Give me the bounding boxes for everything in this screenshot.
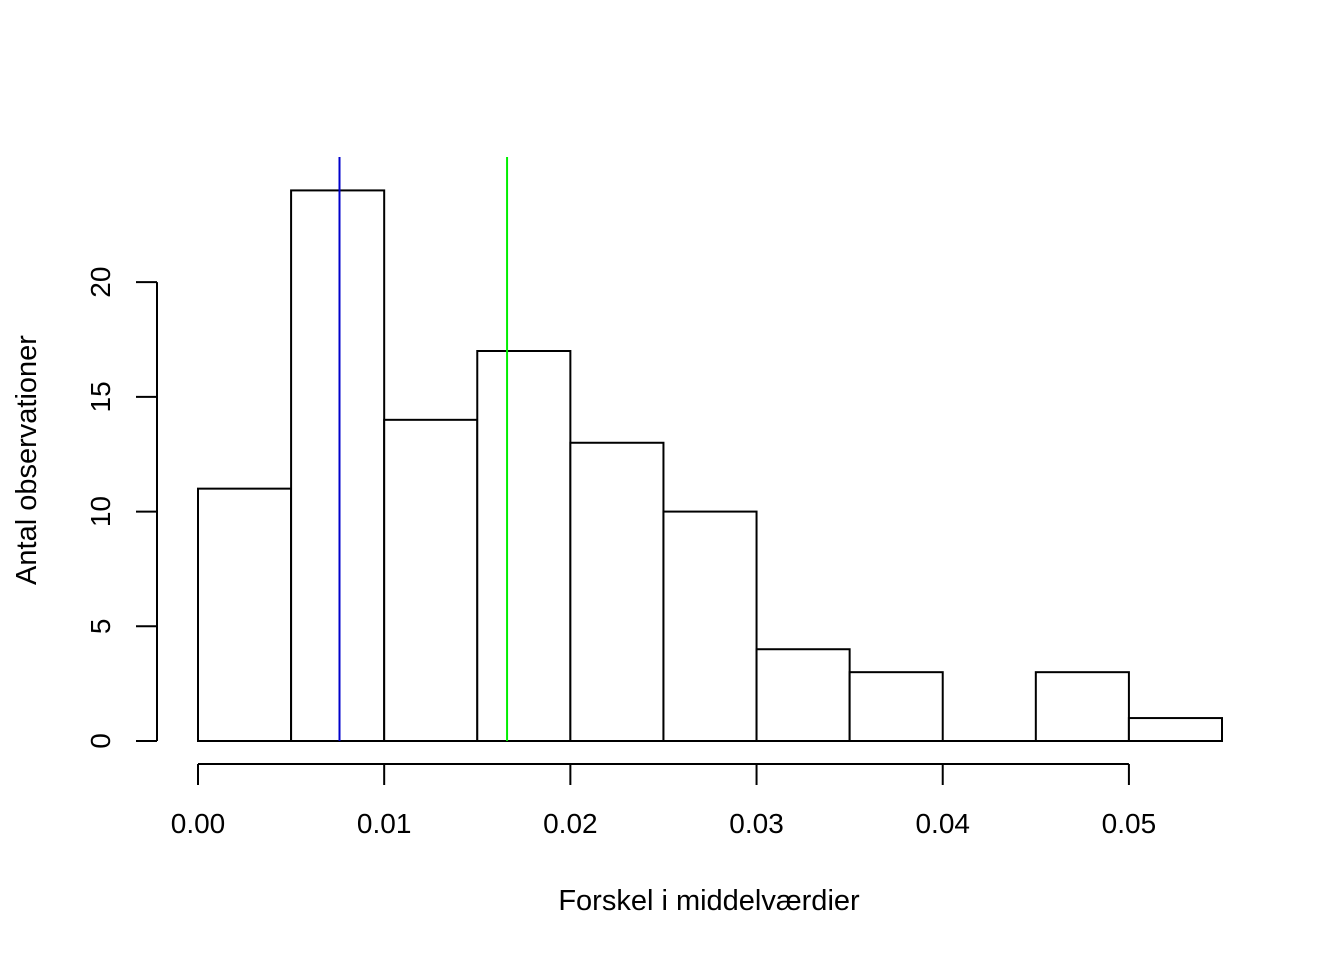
histogram-bar-10 — [1127, 717, 1223, 743]
reference-lines — [338, 157, 509, 741]
x-tick-label-3: 0.03 — [729, 808, 784, 839]
y-axis-label: Antal observationer — [11, 335, 43, 585]
y-axis: 0 5 10 15 20 — [85, 267, 158, 749]
histogram-bars — [197, 189, 1223, 743]
y-tick-label-4: 20 — [85, 267, 116, 298]
histogram-bar-6 — [755, 648, 851, 742]
y-tick-label-3: 15 — [85, 381, 116, 412]
y-tick-label-1: 5 — [85, 619, 116, 635]
x-axis: 0.00 0.01 0.02 0.03 0.04 0.05 — [171, 763, 1157, 839]
x-tick-label-1: 0.01 — [357, 808, 412, 839]
histogram-bar-9 — [1034, 671, 1130, 742]
histogram-bar-5 — [662, 510, 758, 742]
histogram-bar-0 — [197, 487, 293, 742]
histogram-bar-2 — [383, 418, 479, 742]
x-tick-label-5: 0.05 — [1102, 808, 1157, 839]
y-tick-label-2: 10 — [85, 496, 116, 527]
y-tick-label-0: 0 — [85, 733, 116, 749]
histogram-bar-1 — [290, 189, 386, 743]
histogram-bar-3 — [476, 350, 572, 742]
histogram-bar-4 — [569, 441, 665, 742]
x-tick-label-4: 0.04 — [915, 808, 970, 839]
x-tick-label-2: 0.02 — [543, 808, 598, 839]
histogram-bar-7 — [848, 671, 944, 742]
x-tick-label-0: 0.00 — [171, 808, 226, 839]
x-axis-label: Forskel i middelværdier — [558, 885, 860, 917]
